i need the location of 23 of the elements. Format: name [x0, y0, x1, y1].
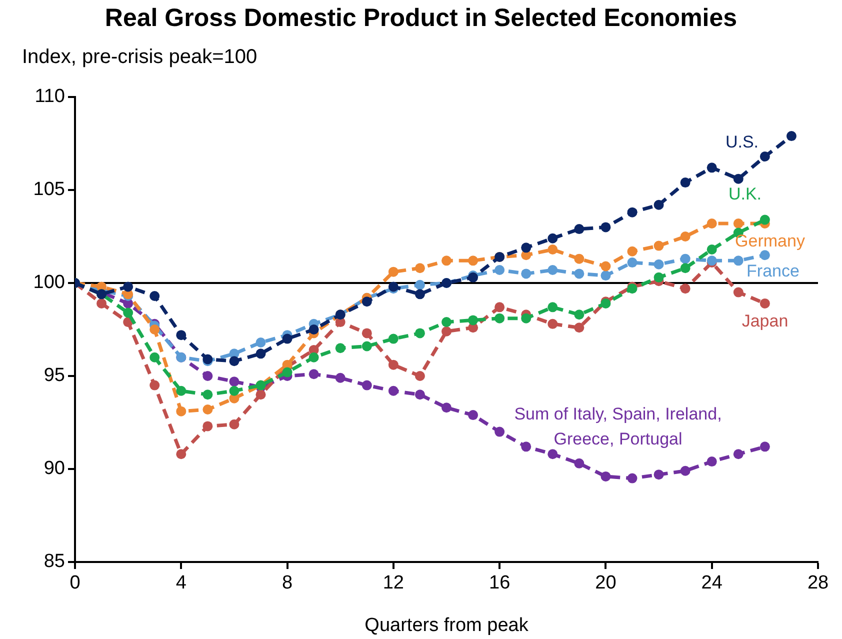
x-tick-label: 16 — [489, 572, 510, 594]
y-tick-label: 110 — [34, 86, 65, 108]
x-tick-label: 8 — [282, 572, 293, 594]
series-label: Sum of Italy, Spain, Ireland, Greece, Portugal — [514, 404, 722, 449]
series-label: U.K. — [728, 184, 762, 204]
x-tick-label: 0 — [70, 572, 80, 594]
series-label: U.S. — [725, 132, 759, 152]
series-label: France — [746, 262, 800, 281]
x-tick-label: 20 — [595, 572, 616, 594]
y-tick-label: 90 — [44, 458, 65, 480]
series-label: Japan — [742, 312, 788, 331]
chart-title: Real Gross Domestic Product in Selected Economies — [104, 4, 738, 33]
x-tick-label: 4 — [176, 572, 187, 594]
x-tick-label: 28 — [807, 572, 829, 594]
y-axis-title: Index, pre-crisis peak=100 — [22, 46, 258, 69]
y-tick-label: 85 — [44, 551, 65, 572]
x-tick-label: 12 — [382, 572, 404, 594]
x-axis-title: Quarters from peak — [364, 614, 529, 636]
y-tick-label: 100 — [33, 272, 65, 294]
series-label: Germany — [735, 232, 806, 251]
y-tick-label: 95 — [44, 365, 65, 386]
x-tick-label: 24 — [701, 572, 723, 594]
y-tick-label: 105 — [33, 179, 65, 200]
